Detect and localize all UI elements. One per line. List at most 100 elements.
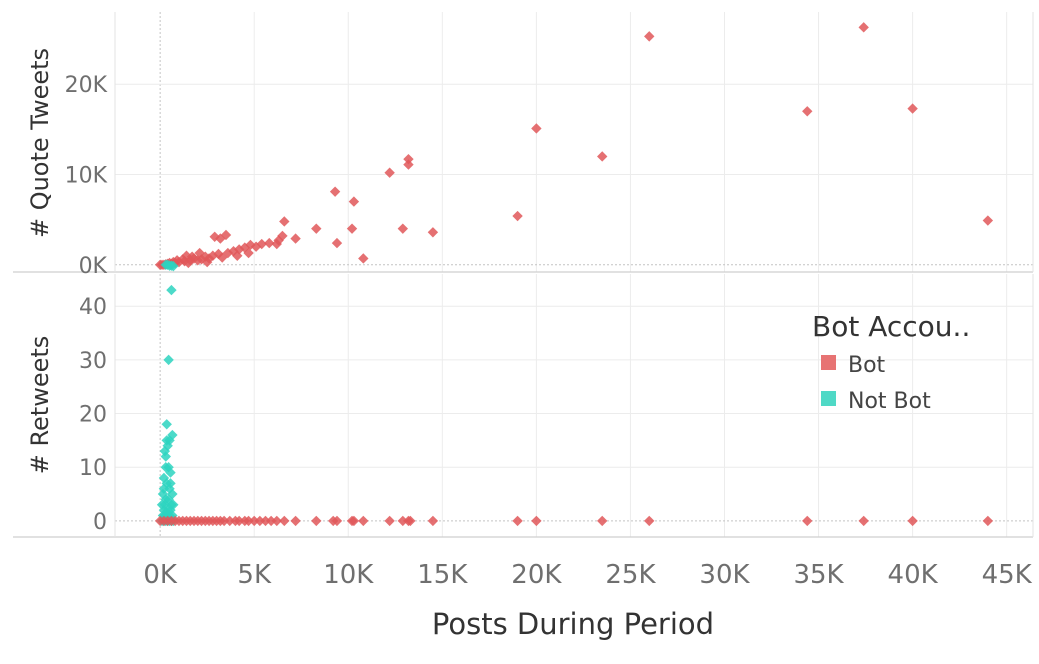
point-bot[interactable] xyxy=(260,515,271,527)
point-bot[interactable] xyxy=(512,515,523,527)
point-bot[interactable] xyxy=(397,515,409,527)
y-axis-title-retweets: # Retweets xyxy=(26,336,54,475)
point-bot[interactable] xyxy=(427,515,439,527)
point-bot[interactable] xyxy=(256,238,267,250)
point-not-bot[interactable] xyxy=(165,467,176,478)
point-bot[interactable] xyxy=(254,515,266,527)
point-bot[interactable] xyxy=(290,233,301,244)
point-not-bot[interactable] xyxy=(156,499,168,510)
point-bot[interactable] xyxy=(982,215,994,226)
point-not-bot[interactable] xyxy=(165,478,176,489)
point-not-bot[interactable] xyxy=(167,429,178,441)
point-bot[interactable] xyxy=(154,259,166,270)
y-tick-label: 20K xyxy=(65,73,108,98)
legend-item-bot[interactable]: Bot xyxy=(821,353,886,378)
point-not-bot[interactable] xyxy=(168,499,179,510)
x-tick-label: 0K xyxy=(143,560,178,590)
point-bot[interactable] xyxy=(207,250,219,261)
x-tick-label: 30K xyxy=(699,560,750,590)
y-tick-label: 0 xyxy=(93,510,107,535)
point-bot[interactable] xyxy=(209,231,220,242)
point-bot[interactable] xyxy=(290,515,301,527)
x-tick-label: 45K xyxy=(982,560,1033,590)
point-bot[interactable] xyxy=(403,153,414,165)
point-bot[interactable] xyxy=(233,515,245,527)
point-bot[interactable] xyxy=(249,515,260,527)
legend-title: Bot Accou.. xyxy=(812,310,970,343)
point-bot[interactable] xyxy=(194,247,205,259)
legend-item-not-bot[interactable]: Not Bot xyxy=(821,389,931,414)
legend-label-bot: Bot xyxy=(848,353,886,378)
point-bot[interactable] xyxy=(186,251,198,262)
point-bot[interactable] xyxy=(348,196,360,207)
point-not-bot[interactable] xyxy=(158,483,170,494)
point-bot[interactable] xyxy=(348,515,360,527)
point-bot[interactable] xyxy=(802,515,813,527)
point-bot[interactable] xyxy=(907,515,918,527)
point-bot[interactable] xyxy=(512,210,523,222)
point-bot[interactable] xyxy=(217,252,228,263)
point-bot[interactable] xyxy=(597,151,608,162)
point-not-bot[interactable] xyxy=(163,462,174,473)
point-bot[interactable] xyxy=(218,515,230,527)
x-tick-label: 35K xyxy=(793,560,844,590)
point-not-bot[interactable] xyxy=(167,510,178,521)
x-tick-label: 40K xyxy=(888,560,939,590)
point-not-bot[interactable] xyxy=(161,419,172,430)
point-not-bot[interactable] xyxy=(163,494,174,505)
point-bot[interactable] xyxy=(243,515,254,527)
point-bot[interactable] xyxy=(403,159,414,170)
point-bot[interactable] xyxy=(311,223,322,234)
point-bot[interactable] xyxy=(644,31,655,42)
point-not-bot[interactable] xyxy=(168,260,179,272)
point-bot[interactable] xyxy=(243,247,254,259)
point-bot[interactable] xyxy=(220,229,232,241)
point-bot[interactable] xyxy=(329,186,341,197)
point-bot[interactable] xyxy=(358,253,369,264)
point-bot[interactable] xyxy=(331,237,343,249)
point-not-bot[interactable] xyxy=(163,354,174,366)
point-bot[interactable] xyxy=(858,22,869,33)
x-tick-label: 25K xyxy=(605,560,656,590)
point-bot[interactable] xyxy=(982,515,994,527)
point-bot[interactable] xyxy=(531,515,542,527)
point-bot[interactable] xyxy=(228,246,239,257)
point-not-bot[interactable] xyxy=(162,440,173,451)
point-bot[interactable] xyxy=(907,103,918,114)
point-bot[interactable] xyxy=(271,238,282,250)
point-not-bot[interactable] xyxy=(167,488,178,500)
point-bot[interactable] xyxy=(405,515,416,527)
point-bot[interactable] xyxy=(201,256,213,268)
point-bot[interactable] xyxy=(597,515,608,527)
point-bot[interactable] xyxy=(331,515,343,527)
point-bot[interactable] xyxy=(264,237,275,249)
point-bot[interactable] xyxy=(265,515,277,527)
point-bot[interactable] xyxy=(858,515,869,527)
y-tick-label: 10 xyxy=(79,456,107,481)
point-bot[interactable] xyxy=(279,216,290,227)
y-tick-label: 10K xyxy=(65,164,108,189)
point-not-bot[interactable] xyxy=(160,451,171,462)
point-bot[interactable] xyxy=(232,250,243,261)
point-bot[interactable] xyxy=(427,227,439,238)
point-bot[interactable] xyxy=(346,223,358,234)
point-bot[interactable] xyxy=(273,235,284,246)
grid-layer xyxy=(115,12,1033,537)
legend: Bot Accou.. Bot Not Bot xyxy=(812,310,970,414)
point-bot[interactable] xyxy=(384,515,395,527)
point-bot[interactable] xyxy=(644,515,655,527)
x-tick-label: 15K xyxy=(417,560,468,590)
point-bot[interactable] xyxy=(271,515,282,527)
point-bot[interactable] xyxy=(311,515,322,527)
point-not-bot[interactable] xyxy=(166,284,177,296)
point-bot[interactable] xyxy=(397,223,409,234)
legend-swatch-bot xyxy=(821,355,836,370)
point-bot[interactable] xyxy=(384,167,395,178)
point-bot[interactable] xyxy=(531,123,542,134)
panel-frames xyxy=(13,12,1034,538)
point-bot[interactable] xyxy=(279,515,290,527)
point-bot[interactable] xyxy=(802,106,813,117)
point-bot[interactable] xyxy=(358,515,369,527)
point-bot[interactable] xyxy=(224,515,235,527)
